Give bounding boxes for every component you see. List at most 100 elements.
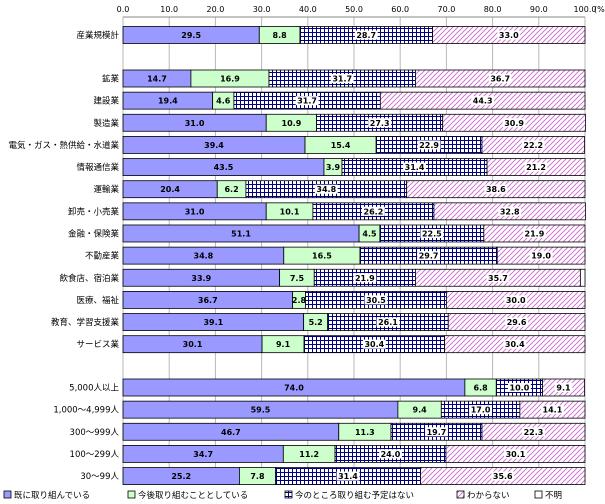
- value-label: 74.0: [284, 384, 304, 393]
- x-tick-label: 70.0: [437, 5, 455, 14]
- value-label-bg: [362, 339, 386, 349]
- value-label: 3.9: [326, 163, 341, 172]
- value-label-bg: [488, 74, 512, 83]
- value-label-bg: [502, 118, 526, 128]
- value-label: 33.9: [191, 274, 211, 283]
- category-label: 金融・保険業: [68, 228, 120, 239]
- value-label: 38.6: [486, 185, 506, 194]
- value-label: 32.8: [500, 207, 520, 216]
- bar-row: 製造業 31.0 10.9 27.3 30.9: [93, 113, 586, 132]
- value-label-bg: [529, 251, 553, 261]
- value-label-bg: [425, 427, 448, 437]
- value-label-bg: [376, 317, 400, 327]
- value-label: 31.4: [338, 472, 358, 481]
- value-label: 22.3: [524, 428, 544, 437]
- value-label-bg: [503, 339, 527, 349]
- value-label: 31.4: [405, 163, 425, 172]
- value-label-bg: [295, 96, 319, 106]
- bar-segment: [579, 268, 586, 287]
- value-label: 59.5: [251, 406, 271, 415]
- value-label-bg: [314, 184, 338, 194]
- bar-row: 教育、学習支援業 39.1 5.2 26.1 29.6: [51, 313, 586, 331]
- value-label-bg: [497, 30, 521, 40]
- legend-label: 今のところ取り組む予定はない: [295, 490, 414, 501]
- bar-row: 不動産業 34.8 16.5 29.7 19.0: [85, 246, 586, 265]
- value-label: 10.0: [510, 384, 530, 393]
- bar-row: 金融・保険業 51.1 4.5 22.5 21.9: [68, 224, 586, 243]
- value-label: 30.4: [505, 340, 525, 349]
- value-label: 33.0: [499, 31, 519, 40]
- category-label: 運輸業: [93, 184, 119, 195]
- category-label: 電気・ガス・熱供給・水道業: [8, 140, 119, 151]
- value-label: 31.0: [185, 119, 205, 128]
- value-label-bg: [362, 206, 385, 216]
- legend-item: 既に取り組んでいる: [3, 490, 90, 501]
- category-label: 300～999人: [70, 428, 120, 438]
- value-label: 28.7: [356, 31, 376, 40]
- category-label: 教育、学習支援業: [51, 317, 120, 328]
- value-label: 6.8: [474, 384, 489, 393]
- value-label: 31.0: [185, 207, 205, 216]
- category-label: 1,000～4,999人: [53, 406, 119, 416]
- legend-swatch: [534, 490, 543, 499]
- category-label: 100～299人: [70, 450, 120, 460]
- value-label: 17.0: [471, 406, 491, 415]
- value-label: 4.5: [362, 229, 377, 238]
- value-label: 22.2: [523, 141, 543, 150]
- unit-label: (%): [594, 5, 605, 14]
- value-label: 29.6: [507, 318, 527, 327]
- x-tick-label: 10.0: [160, 5, 178, 14]
- value-label: 30.0: [506, 296, 526, 305]
- value-label-bg: [330, 74, 354, 83]
- value-label-bg: [471, 96, 495, 106]
- value-label-bg: [379, 449, 402, 459]
- value-label: 39.1: [203, 318, 223, 327]
- x-tick-label: 0.0: [117, 5, 130, 14]
- value-label: 24.0: [381, 450, 401, 459]
- category-label: 情報通信業: [76, 162, 119, 173]
- bar-row: 1,000～4,999人 59.5 9.4 17.0 14.1: [53, 400, 586, 419]
- value-label: 16.5: [312, 252, 332, 261]
- category-label: 5,000人以上: [69, 384, 119, 394]
- value-label-bg: [354, 30, 378, 40]
- category-label: 医療、福祉: [76, 295, 119, 306]
- legend-label: 不明: [545, 491, 562, 501]
- value-label-bg: [541, 405, 564, 415]
- value-label: 10.1: [280, 207, 300, 216]
- category-label: 製造業: [93, 118, 119, 129]
- value-label: 36.7: [490, 75, 510, 84]
- value-label-bg: [469, 405, 492, 415]
- value-label: 35.7: [488, 274, 508, 283]
- value-label: 30.1: [506, 450, 526, 459]
- category-label: 不動産業: [85, 251, 120, 262]
- bar-row: 30～99人 25.2 7.8 31.4 35.6: [80, 467, 586, 485]
- value-label: 4.6: [216, 97, 231, 106]
- bar-row: 産業規模計 29.5 8.8 28.7 33.0: [76, 26, 586, 44]
- value-label-bg: [522, 427, 545, 437]
- bar-row: 電気・ガス・熱供給・水道業 39.4 15.4 22.9 22.2: [8, 136, 585, 154]
- value-label: 34.8: [194, 252, 214, 261]
- value-label: 34.7: [193, 450, 213, 459]
- value-label: 36.7: [198, 296, 218, 305]
- legend-swatch: [3, 490, 12, 499]
- value-label: 39.4: [204, 141, 224, 150]
- bar-row: 医療、福祉 36.7 2.8 30.5 30.0: [76, 290, 586, 309]
- value-label-bg: [507, 383, 531, 392]
- value-label: 21.9: [525, 229, 545, 238]
- value-label: 30.5: [366, 296, 386, 305]
- value-label: 29.7: [419, 252, 439, 261]
- value-label-bg: [484, 184, 508, 194]
- value-label: 14.7: [147, 75, 167, 84]
- legend-label: 既に取り組んでいる: [14, 490, 90, 501]
- category-label: 飲食店、宿泊業: [59, 273, 119, 284]
- value-label-bg: [554, 383, 573, 392]
- category-label: サービス業: [76, 339, 119, 350]
- value-label: 31.7: [332, 75, 352, 84]
- value-label: 19.4: [158, 97, 178, 106]
- value-label: 16.9: [220, 75, 240, 84]
- value-label: 21.9: [355, 274, 375, 283]
- value-label-bg: [491, 471, 515, 481]
- value-label-bg: [368, 118, 392, 128]
- legend: 既に取り組んでいる 今後取り組むこととしている 今のところ取り組む予定はない わからな…: [3, 490, 562, 501]
